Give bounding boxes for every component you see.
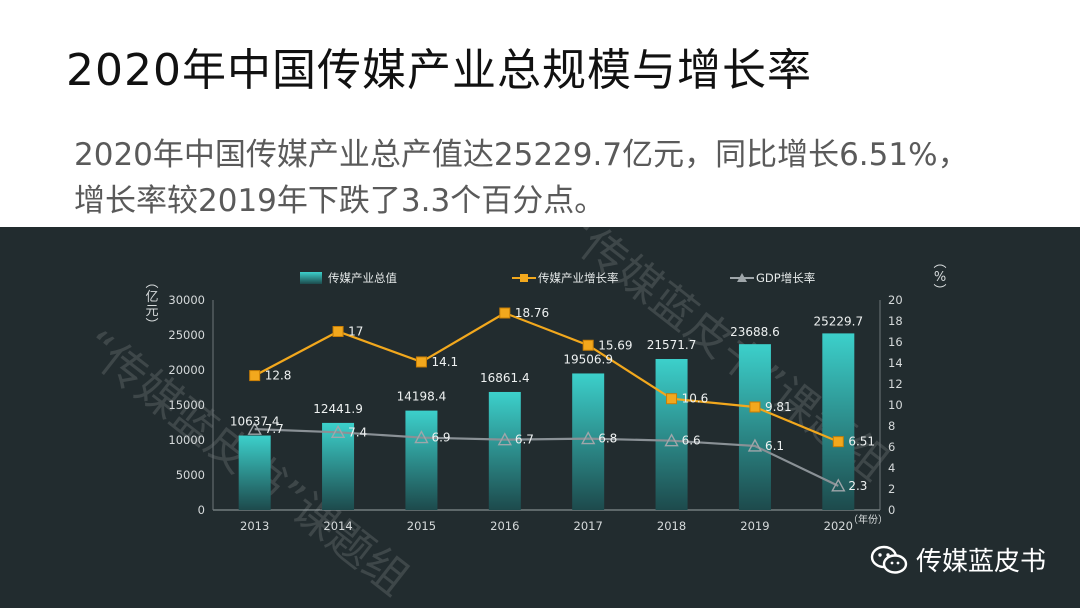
gdp-growth-point — [247, 421, 262, 435]
gdp-growth-point — [330, 424, 346, 438]
gdp-growth-point — [747, 438, 763, 452]
gdp-growth-value-label: 6.1 — [765, 439, 784, 453]
right-tick-label: 8 — [888, 419, 895, 433]
brand-label: 传媒蓝皮书 — [915, 547, 1046, 577]
bar-total-2016 — [488, 391, 521, 510]
slide-title: 2020年中国传媒产业总规模与增长率 — [66, 45, 812, 96]
right-tick-label: 18 — [888, 314, 903, 328]
bar-total-2013 — [238, 435, 271, 510]
legend-swatch-marker — [520, 274, 528, 282]
bar-total-2015 — [405, 410, 438, 510]
legend-label: GDP增长率 — [756, 271, 815, 285]
x-tick-label: 2016 — [490, 519, 519, 533]
right-tick-label: 4 — [888, 461, 895, 475]
media-growth-value-label: 14.1 — [431, 355, 458, 369]
bar-value-label: 19506.9 — [563, 352, 613, 366]
left-tick-label: 30000 — [168, 293, 205, 307]
media-growth-value-label: 6.51 — [848, 435, 875, 449]
media-growth-point — [666, 393, 678, 405]
x-tick-label: 2019 — [740, 519, 769, 533]
legend-swatch-marker — [737, 273, 747, 282]
x-tick-label: 2017 — [574, 519, 603, 533]
media-growth-point — [415, 356, 427, 368]
right-tick-label: 0 — [888, 503, 895, 517]
left-tick-label: 20000 — [168, 363, 205, 377]
media-growth-value-label: 10.6 — [682, 392, 709, 406]
brand-badge: 传媒蓝皮书 — [870, 541, 1046, 578]
bar-value-label: 14198.4 — [397, 390, 447, 404]
left-tick-label: 15000 — [168, 398, 205, 412]
x-tick-label: 2014 — [323, 519, 352, 533]
legend-label: 传媒产业总值 — [328, 271, 397, 285]
gdp-growth-point — [414, 430, 429, 444]
x-tick-label: 2015 — [407, 519, 436, 533]
media-growth-value-label: 17 — [348, 325, 363, 339]
media-growth-value-label: 12.8 — [265, 369, 292, 383]
media-growth-value-label: 15.69 — [598, 338, 632, 352]
left-axis-label: ︶ — [145, 318, 158, 333]
media-growth-point — [249, 370, 261, 382]
gdp-growth-point — [497, 432, 512, 446]
bar-value-label: 16861.4 — [480, 371, 530, 385]
slide-subtitle: 2020年中国传媒产业总产值达25229.7亿元，同比增长6.51%，增长率较2… — [74, 137, 969, 219]
right-tick-label: 6 — [888, 440, 895, 454]
gdp-growth-value-label: 6.9 — [431, 431, 450, 445]
bar-value-label: 23688.6 — [730, 325, 780, 339]
chart: “传媒蓝皮书”课题组“传媒蓝皮书”课题组 0500010000150002000… — [73, 227, 946, 605]
gdp-growth-point — [581, 431, 596, 445]
left-tick-label: 5000 — [176, 468, 205, 482]
right-tick-label: 14 — [888, 356, 903, 370]
x-tick-label: 2013 — [240, 519, 269, 533]
right-tick-label: 10 — [888, 398, 903, 412]
right-axis-label: ︵ — [933, 256, 946, 271]
media-growth-point — [499, 307, 511, 319]
gdp-growth-value-label: 7.4 — [348, 425, 367, 439]
gdp-growth-point — [664, 433, 679, 447]
gdp-growth-value-label: 6.8 — [598, 432, 617, 446]
x-axis-unit: （年份） — [848, 513, 888, 526]
right-axis-label: % — [934, 270, 946, 285]
left-tick-label: 25000 — [168, 328, 205, 342]
legend-swatch-bar — [300, 272, 322, 284]
gdp-growth-value-label: 7.7 — [265, 422, 284, 436]
bar-value-label: 25229.7 — [814, 314, 864, 328]
gdp-growth-value-label: 2.3 — [848, 479, 867, 493]
media-growth-point — [749, 401, 761, 413]
bar-value-label: 21571.7 — [647, 338, 697, 352]
chart-panel: “传媒蓝皮书”课题组“传媒蓝皮书”课题组 0500010000150002000… — [0, 227, 1080, 608]
x-tick-label: 2018 — [657, 519, 686, 533]
gdp-growth-line — [254, 428, 839, 487]
media-growth-point — [582, 339, 594, 351]
bar-total-2017 — [572, 373, 605, 510]
x-tick-label: 2020 — [824, 519, 853, 533]
media-growth-point — [332, 326, 344, 337]
bar-value-label: 12441.9 — [313, 402, 363, 416]
right-tick-label: 16 — [888, 335, 903, 349]
left-axis-label: 元 — [145, 304, 158, 319]
legend-label: 传媒产业增长率 — [538, 271, 619, 285]
media-growth-value-label: 18.76 — [515, 306, 549, 320]
wechat-icon — [870, 545, 908, 574]
gdp-growth-value-label: 6.6 — [682, 434, 701, 448]
left-axis-label: 亿 — [145, 290, 158, 305]
bar-value-label: 10637.4 — [230, 415, 280, 429]
media-growth-point — [832, 436, 844, 448]
gdp-growth-value-label: 6.7 — [515, 433, 534, 447]
media-growth-value-label: 9.81 — [765, 400, 792, 414]
right-axis-label: ︶ — [933, 284, 946, 299]
media-growth-line — [254, 311, 839, 443]
right-tick-label: 2 — [888, 482, 895, 496]
bar-total-2019 — [738, 344, 771, 510]
left-axis-label: ︵ — [145, 276, 158, 291]
gdp-growth-point — [831, 478, 846, 492]
left-tick-label: 0 — [198, 503, 205, 517]
right-tick-label: 20 — [888, 293, 903, 307]
right-tick-label: 12 — [888, 377, 903, 391]
left-tick-label: 10000 — [168, 433, 205, 447]
